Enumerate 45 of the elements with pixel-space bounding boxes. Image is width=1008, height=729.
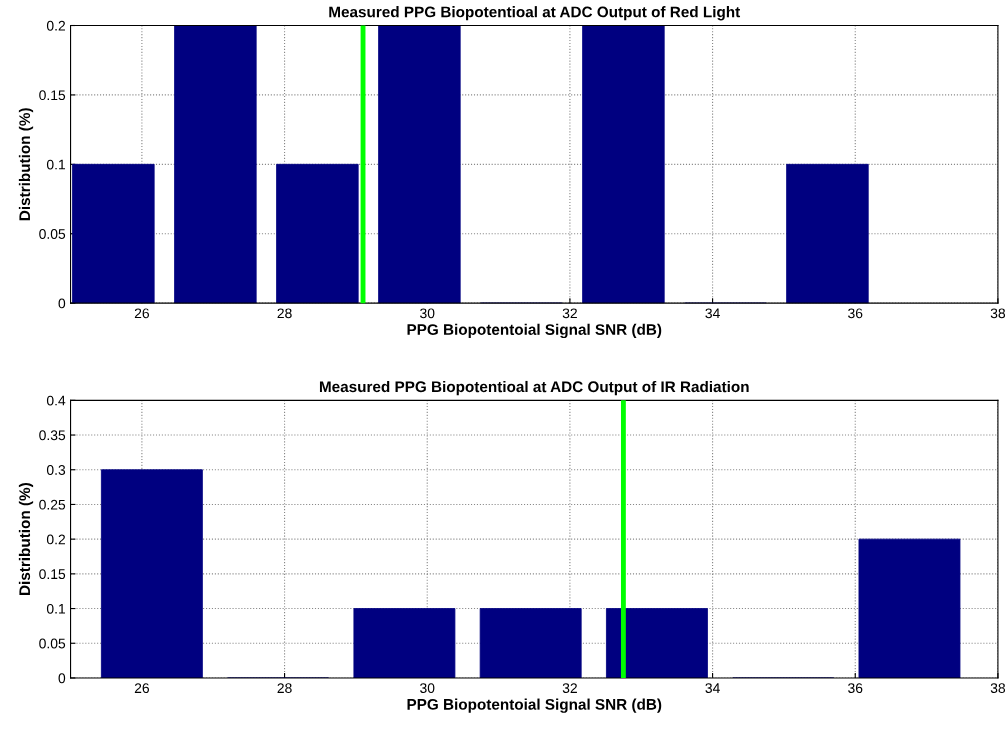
bar bbox=[606, 608, 708, 678]
y-axis-title: Distribution (%) bbox=[18, 108, 34, 221]
x-tick-label: 30 bbox=[420, 308, 435, 319]
y-tick-label: 0 bbox=[58, 673, 66, 684]
x-tick-label: 28 bbox=[277, 683, 292, 694]
bar bbox=[858, 538, 961, 678]
y-tick-label: 0.05 bbox=[39, 638, 66, 649]
bar bbox=[276, 163, 359, 304]
chart-title: Measured PPG Biopotentioal at ADC Output of Red Light bbox=[329, 6, 741, 21]
bar bbox=[479, 608, 582, 678]
x-tick-label: 32 bbox=[562, 308, 577, 319]
x-tick-label: 30 bbox=[420, 683, 435, 694]
y-tick-label: 0.15 bbox=[39, 90, 66, 101]
x-tick-label: 38 bbox=[990, 683, 1006, 694]
bar bbox=[100, 469, 203, 678]
x-tick-label: 36 bbox=[848, 308, 863, 319]
x-tick-label: 34 bbox=[705, 683, 720, 694]
x-tick-label: 26 bbox=[134, 683, 150, 694]
y-tick-label: 0.25 bbox=[39, 499, 66, 510]
y-tick-label: 0.35 bbox=[39, 430, 66, 441]
bar bbox=[353, 608, 456, 678]
x-tick-label: 32 bbox=[562, 683, 577, 694]
y-tick-label: 0.4 bbox=[46, 395, 66, 406]
bar bbox=[72, 163, 155, 304]
y-tick-label: 0.2 bbox=[46, 20, 65, 31]
y-tick-label: 0.15 bbox=[39, 569, 66, 580]
y-tick-label: 0 bbox=[58, 298, 66, 309]
x-tick-label: 28 bbox=[277, 308, 292, 319]
y-axis-title: Distribution (%) bbox=[18, 483, 34, 595]
y-tick-label: 0.3 bbox=[46, 465, 66, 475]
y-tick-label: 0.1 bbox=[46, 159, 66, 170]
chart-title: Measured PPG Biopotentioal at ADC Output of IR Radiation bbox=[319, 380, 749, 396]
y-tick-label: 0.1 bbox=[46, 603, 66, 614]
bar bbox=[378, 25, 461, 304]
x-axis-title: PPG Biopotentoial Signal SNR (dB) bbox=[407, 698, 662, 713]
x-tick-label: 38 bbox=[990, 308, 1006, 319]
x-tick-label: 36 bbox=[848, 683, 863, 694]
x-tick-label: 26 bbox=[134, 308, 150, 319]
x-axis-title: PPG Biopotentoial Signal SNR (dB) bbox=[407, 323, 662, 339]
x-tick-label: 34 bbox=[705, 308, 720, 319]
bar bbox=[786, 163, 869, 304]
y-tick-label: 0.2 bbox=[46, 534, 65, 545]
bar bbox=[582, 25, 665, 304]
bar bbox=[174, 25, 257, 304]
y-tick-label: 0.05 bbox=[39, 229, 66, 239]
